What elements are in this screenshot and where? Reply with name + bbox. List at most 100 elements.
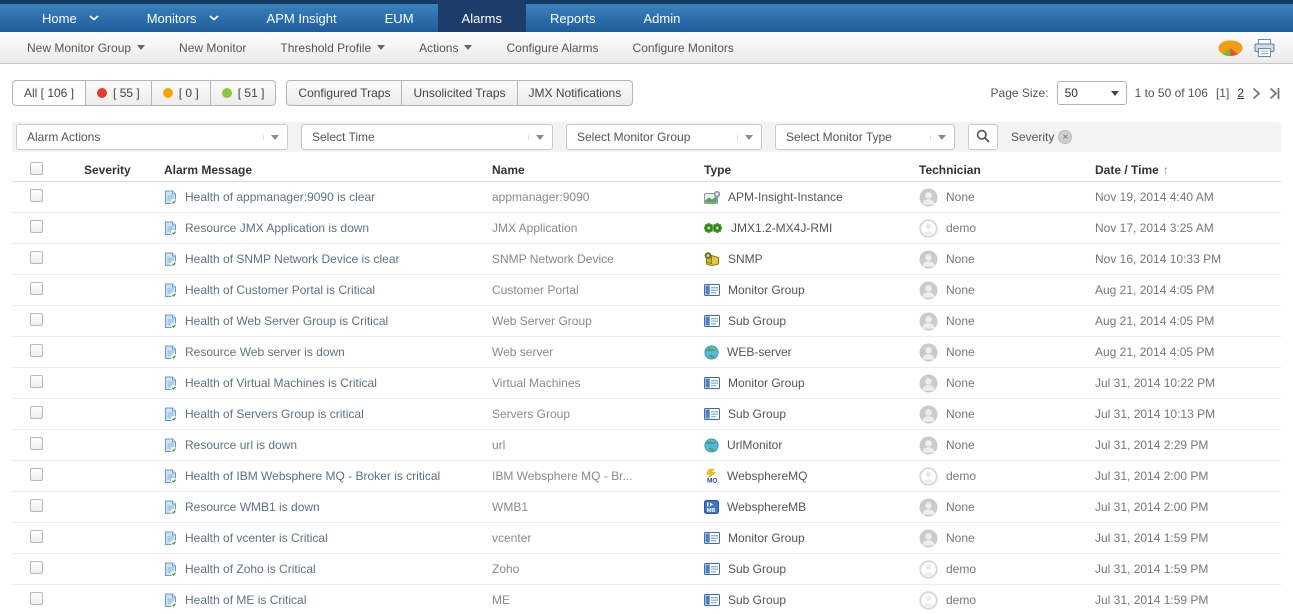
- select-time-dropdown[interactable]: Select Time: [301, 124, 553, 150]
- alarm-message-link[interactable]: Health of Customer Portal is Critical: [164, 283, 492, 298]
- monitor-group-icon: [704, 532, 720, 544]
- row-checkbox[interactable]: [30, 592, 43, 605]
- alarm-message-link[interactable]: Health of vcenter is Critical: [164, 531, 492, 546]
- alarm-actions-dropdown[interactable]: Alarm Actions: [16, 124, 288, 150]
- alarm-message-link[interactable]: Health of IBM Websphere MQ - Broker is c…: [164, 469, 492, 484]
- row-checkbox[interactable]: [30, 530, 43, 543]
- nav-item-reports[interactable]: Reports: [526, 4, 620, 32]
- technician: None: [919, 280, 1095, 300]
- row-checkbox[interactable]: [30, 499, 43, 512]
- svg-text:MB: MB: [707, 508, 716, 514]
- search-button[interactable]: [968, 124, 998, 150]
- alarm-message-link[interactable]: Health of appmanager:9090 is clear: [164, 190, 492, 205]
- tab-unsolicited-traps[interactable]: Unsolicited Traps: [402, 80, 518, 106]
- severity-dot-icon: [97, 88, 108, 98]
- alarm-message-text: Health of IBM Websphere MQ - Broker is c…: [185, 469, 441, 483]
- page-size-select[interactable]: 50: [1056, 81, 1127, 105]
- row-checkbox[interactable]: [30, 251, 43, 264]
- toolbar-item-new-monitor[interactable]: New Monitor: [162, 41, 263, 55]
- row-checkbox[interactable]: [30, 561, 43, 574]
- severity-filter-tab[interactable]: [ 55 ]: [86, 80, 152, 106]
- nav-item-apm-insight[interactable]: APM Insight: [243, 4, 361, 32]
- row-checkbox[interactable]: [30, 220, 43, 233]
- toolbar-item-configure-monitors[interactable]: Configure Monitors: [616, 41, 751, 55]
- col-technician[interactable]: Technician: [919, 162, 981, 177]
- technician-name: None: [946, 407, 975, 421]
- toolbar-item-actions[interactable]: Actions: [402, 41, 489, 55]
- select-monitor-type-dropdown[interactable]: Select Monitor Type: [775, 124, 955, 150]
- nav-item-home[interactable]: Home: [18, 4, 123, 32]
- main-nav: Home Monitors APM Insight EUM Alarms Rep…: [0, 0, 1293, 32]
- severity-filter-tab[interactable]: All [ 106 ]: [12, 80, 87, 106]
- nav-item-eum[interactable]: EUM: [361, 4, 438, 32]
- alarm-message-link[interactable]: Resource JMX Application is down: [164, 221, 492, 236]
- last-page-icon[interactable]: [1269, 87, 1281, 100]
- row-checkbox[interactable]: [30, 189, 43, 202]
- technician: demo: [919, 559, 1095, 579]
- row-checkbox[interactable]: [30, 313, 43, 326]
- type-label: Monitor Group: [728, 283, 805, 297]
- alarm-message-link[interactable]: Health of Web Server Group is Critical: [164, 314, 492, 329]
- caret-down-icon: [464, 45, 473, 50]
- row-checkbox[interactable]: [30, 468, 43, 481]
- alarm-message-link[interactable]: Resource Web server is down: [164, 345, 492, 360]
- severity-filter-tab[interactable]: [ 51 ]: [210, 80, 277, 106]
- type-label: APM-Insight-Instance: [728, 190, 843, 204]
- nav-item-alarms[interactable]: Alarms: [437, 0, 526, 32]
- col-date-time[interactable]: Date / Time ↑: [1095, 162, 1169, 177]
- select-monitor-group-dropdown[interactable]: Select Monitor Group: [566, 124, 762, 150]
- toolbar-item-configure-alarms[interactable]: Configure Alarms: [489, 41, 615, 55]
- type-label: Sub Group: [728, 407, 787, 421]
- severity-filter-chip: Severity ×: [1011, 130, 1073, 144]
- alarm-message-link[interactable]: Resource url is down: [164, 438, 492, 453]
- next-page-icon[interactable]: [1252, 87, 1261, 100]
- alarm-message-link[interactable]: Health of Servers Group is critical: [164, 407, 492, 422]
- severity-filter-tab[interactable]: [ 0 ]: [151, 80, 211, 106]
- technician-name: demo: [946, 469, 977, 483]
- technician: demo: [919, 590, 1095, 610]
- remove-filter-icon[interactable]: ×: [1058, 130, 1073, 144]
- monitor-name: Zoho: [492, 562, 520, 576]
- caret-down-icon: [263, 134, 279, 140]
- avatar-outline-icon: [919, 559, 938, 579]
- avatar-outline-icon: [919, 218, 938, 238]
- row-checkbox[interactable]: [30, 375, 43, 388]
- row-checkbox[interactable]: [30, 282, 43, 295]
- alarm-datetime: Jul 31, 2014 1:59 PM: [1095, 562, 1209, 576]
- select-all-checkbox[interactable]: [30, 161, 43, 175]
- row-checkbox[interactable]: [30, 406, 43, 419]
- caret-down-icon: [377, 45, 386, 50]
- row-checkbox[interactable]: [30, 437, 43, 450]
- nav-item-monitors[interactable]: Monitors: [123, 4, 243, 32]
- alarm-message-link[interactable]: Health of Zoho is Critical: [164, 562, 492, 577]
- col-type[interactable]: Type: [704, 162, 732, 177]
- row-checkbox[interactable]: [30, 344, 43, 357]
- alarm-message-link[interactable]: Health of ME is Critical: [164, 593, 492, 608]
- pie-chart-icon[interactable]: [1217, 39, 1244, 57]
- print-icon[interactable]: [1254, 38, 1275, 57]
- table-row: Health of ME is Critical ME Sub Group de…: [12, 585, 1281, 614]
- technician: None: [919, 373, 1095, 393]
- alarm-message-link[interactable]: Resource WMB1 is down: [164, 500, 492, 515]
- page-2-link[interactable]: 2: [1237, 86, 1244, 100]
- nav-item-label: Reports: [549, 10, 596, 26]
- col-severity[interactable]: Severity: [84, 162, 131, 177]
- tab-label: [ 0 ]: [178, 86, 199, 100]
- toolbar-item-threshold-profile[interactable]: Threshold Profile: [263, 41, 402, 55]
- col-alarm-message[interactable]: Alarm Message: [164, 162, 253, 177]
- toolbar-item-new-monitor-group[interactable]: New Monitor Group: [10, 41, 162, 55]
- col-name[interactable]: Name: [492, 162, 525, 177]
- alarm-message-link[interactable]: Health of Virtual Machines is Critical: [164, 376, 492, 391]
- tab-configured-traps[interactable]: Configured Traps: [286, 80, 403, 106]
- monitor-group-icon: [704, 377, 720, 389]
- dropdown-label: Select Monitor Group: [577, 130, 691, 144]
- avatar-filled-icon: [919, 528, 938, 548]
- monitor-type: Sub Group: [704, 562, 919, 576]
- filter-strip: Alarm Actions Select Time Select Monitor…: [12, 122, 1281, 152]
- monitor-name: Web server: [492, 345, 554, 359]
- nav-item-admin[interactable]: Admin: [620, 4, 705, 32]
- alarm-datetime: Jul 31, 2014 1:59 PM: [1095, 593, 1209, 607]
- alarm-message-link[interactable]: Health of SNMP Network Device is clear: [164, 252, 492, 267]
- tab-jmx-notifications[interactable]: JMX Notifications: [517, 80, 634, 106]
- caret-down-icon: [1110, 90, 1119, 96]
